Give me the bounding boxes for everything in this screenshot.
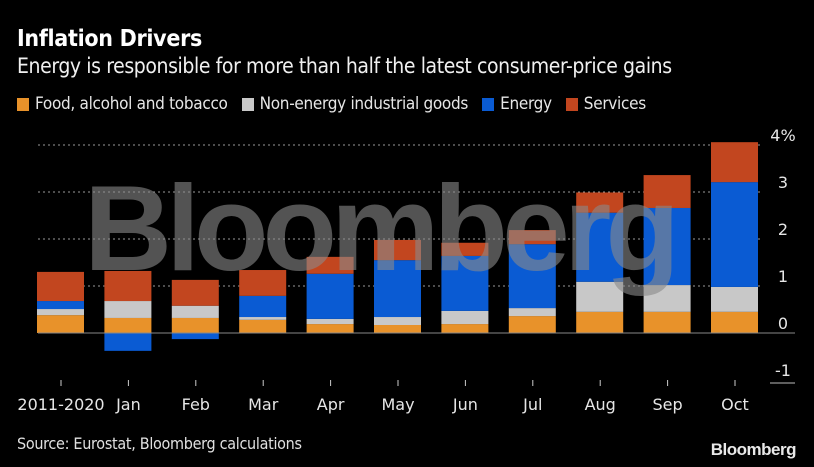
bar-segment bbox=[171, 333, 219, 340]
bar-segment bbox=[643, 207, 691, 286]
y-tick-label: 4% bbox=[770, 126, 795, 145]
bar-segment bbox=[374, 239, 421, 261]
bar-segment bbox=[37, 301, 84, 310]
axes: -1 0 1 2 3 4% 2011-2020 Jan Feb Mar Apr May Jun Jul Au… bbox=[17, 126, 795, 414]
bar-segment bbox=[306, 324, 354, 333]
bar-segment bbox=[508, 244, 556, 309]
bar-segment bbox=[441, 324, 489, 333]
y-tick-label: 3 bbox=[778, 173, 788, 192]
bar-segment bbox=[171, 305, 219, 318]
x-tick-label: Aug bbox=[585, 395, 616, 414]
bar-segment bbox=[643, 175, 691, 208]
y-tick-label: 2 bbox=[778, 220, 788, 239]
bar-segment bbox=[576, 212, 624, 282]
bar-segment bbox=[508, 316, 556, 333]
legend-item: Food, alcohol and tobacco bbox=[17, 94, 228, 114]
x-tick-label: May bbox=[381, 395, 414, 414]
bar-segment bbox=[239, 319, 287, 333]
bar-segment bbox=[643, 311, 691, 333]
bar-segment bbox=[441, 242, 489, 256]
x-tick-label: Mar bbox=[248, 395, 279, 414]
bar-segment bbox=[711, 311, 758, 333]
bar-segment bbox=[171, 317, 219, 333]
legend-item: Non-energy industrial goods bbox=[241, 94, 469, 114]
bar-segment bbox=[374, 260, 421, 318]
bar-segment bbox=[711, 182, 758, 287]
bar-segment bbox=[711, 286, 758, 312]
x-tick-label: Apr bbox=[317, 395, 345, 414]
bar-segment bbox=[306, 318, 354, 325]
bar-segment bbox=[306, 273, 354, 319]
x-tick-label: Feb bbox=[182, 395, 210, 414]
legend-swatch bbox=[17, 97, 29, 111]
legend-swatch bbox=[482, 97, 495, 111]
legend-item: Energy bbox=[482, 94, 552, 114]
legend: Food, alcohol and tobacco Non-energy indu… bbox=[17, 94, 646, 114]
y-tick-label: 1 bbox=[778, 267, 788, 286]
bar-segment bbox=[239, 317, 287, 320]
bar-segment bbox=[171, 279, 219, 306]
source-note: Source: Eurostat, Bloomberg calculations bbox=[17, 434, 302, 453]
bar-segment bbox=[239, 270, 287, 296]
watermark: Bloomberg bbox=[84, 160, 674, 296]
gridlines bbox=[38, 144, 760, 287]
legend-label: Non-energy industrial goods bbox=[259, 94, 469, 114]
bar-segment bbox=[37, 271, 84, 302]
bar-segment bbox=[239, 295, 287, 318]
bar-segment bbox=[104, 301, 152, 318]
bar-segment bbox=[37, 309, 84, 316]
x-tick-label: Jul bbox=[522, 395, 542, 414]
legend-item: Services bbox=[565, 94, 646, 114]
bar-segment bbox=[508, 230, 556, 245]
bar-segment bbox=[441, 310, 489, 325]
bar-segment bbox=[374, 325, 421, 333]
bar-segment bbox=[374, 317, 421, 326]
legend-swatch bbox=[565, 97, 578, 111]
legend-label: Energy bbox=[500, 94, 552, 114]
bar-segment bbox=[441, 255, 489, 311]
bar-segment bbox=[37, 315, 84, 333]
x-tick-label: Jun bbox=[452, 395, 478, 414]
x-tick-label: Oct bbox=[721, 395, 749, 414]
bar-segment bbox=[576, 192, 624, 213]
x-tick-label: 2011-2020 bbox=[17, 395, 104, 414]
legend-label: Services bbox=[583, 94, 646, 114]
bar-segment bbox=[711, 142, 758, 183]
y-tick-label: 0 bbox=[778, 314, 788, 333]
legend-swatch bbox=[241, 97, 254, 111]
bar-segment bbox=[104, 333, 152, 351]
bars bbox=[37, 142, 758, 351]
bar-segment bbox=[576, 281, 624, 312]
chart-title: Inflation Drivers bbox=[17, 26, 203, 52]
y-tick-label: -1 bbox=[775, 361, 791, 380]
chart-subtitle: Energy is responsible for more than half… bbox=[17, 54, 672, 78]
bar-segment bbox=[104, 317, 152, 333]
bar-segment bbox=[306, 256, 354, 274]
bar-segment bbox=[104, 270, 152, 302]
legend-label: Food, alcohol and tobacco bbox=[35, 94, 228, 114]
x-tick-label: Sep bbox=[653, 395, 683, 414]
bar-segment bbox=[508, 308, 556, 317]
x-tick-label: Jan bbox=[115, 395, 141, 414]
bar-segment bbox=[643, 285, 691, 312]
bar-segment bbox=[576, 311, 624, 333]
brand-logo: Bloomberg bbox=[710, 440, 797, 459]
